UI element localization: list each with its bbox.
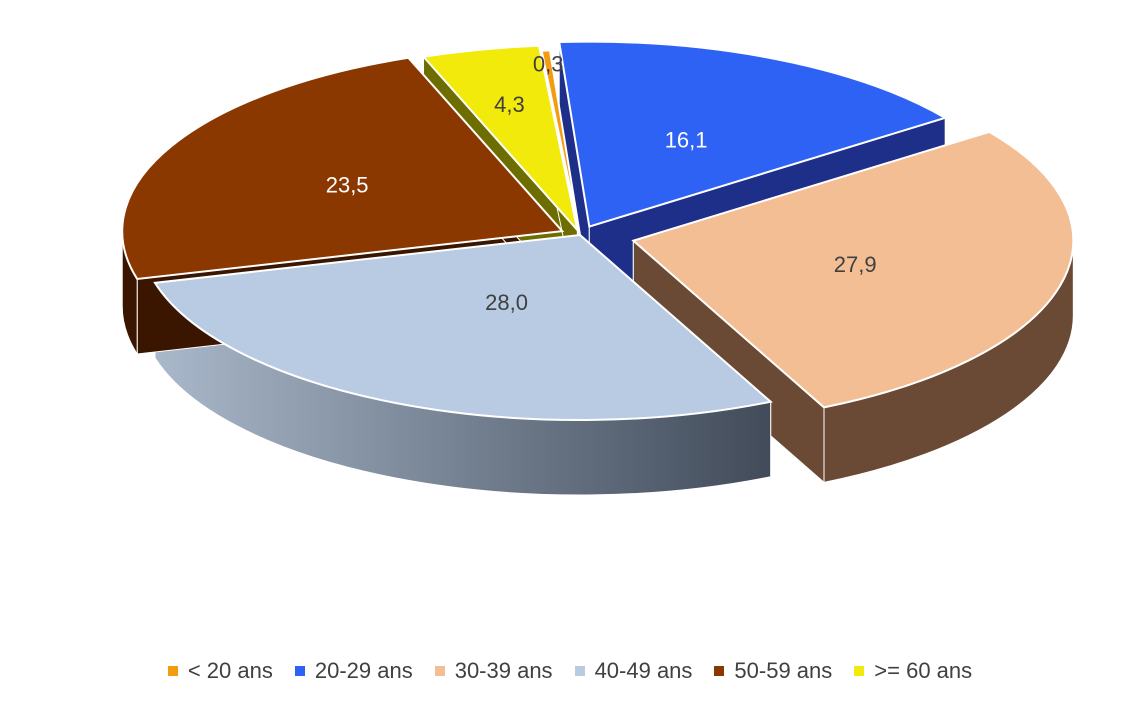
legend-swatch — [714, 666, 725, 676]
data-label-gte-60-ans: 4,3 — [494, 92, 525, 117]
pie-slice-50-59-ans — [121, 56, 565, 281]
legend-item-lt-20-ans: < 20 ans — [167, 658, 273, 684]
legend-swatch — [574, 666, 585, 676]
data-label-lt-20-ans: 0,3 — [533, 51, 564, 76]
pie-slice-20-29-ans — [558, 40, 948, 228]
legend-swatch — [854, 666, 865, 676]
pie-chart-svg: 0,3 16,1 27,9 28,0 23,5 4,3 — [121, 40, 1075, 496]
legend-item-20-29-ans: 20-29 ans — [294, 658, 413, 684]
legend-label: >= 60 ans — [874, 658, 973, 683]
legend-swatch — [167, 666, 178, 676]
legend-item-30-39-ans: 30-39 ans — [434, 658, 553, 684]
legend-item-50-59-ans: 50-59 ans — [714, 658, 832, 684]
legend-item-40-49-ans: 40-49 ans — [574, 658, 693, 684]
pie-slice-lt-20-ans — [540, 49, 581, 236]
pie-slice-30-39-ans — [631, 130, 1075, 409]
legend-label: 50-59 ans — [734, 658, 833, 683]
legend-swatch — [294, 666, 305, 676]
data-label-40-49-ans: 28,0 — [485, 290, 528, 315]
legend-label: < 20 ans — [187, 658, 273, 683]
legend-label: 30-39 ans — [454, 658, 553, 683]
pie-slice-gte-60-ans — [421, 44, 580, 234]
legend: < 20 ans 20-29 ans 30-39 ans 40-49 ans 50-59… — [0, 658, 1140, 684]
data-label-50-59-ans: 23,5 — [326, 173, 369, 198]
legend-swatch — [434, 666, 445, 676]
data-label-20-29-ans: 16,1 — [665, 127, 708, 152]
legend-label: 20-29 ans — [314, 658, 413, 683]
legend-item-gte-60-ans: >= 60 ans — [854, 658, 972, 684]
pie-slice-40-49-ans — [153, 233, 773, 421]
data-label-30-39-ans: 27,9 — [834, 252, 877, 277]
legend-label: 40-49 ans — [594, 658, 693, 683]
